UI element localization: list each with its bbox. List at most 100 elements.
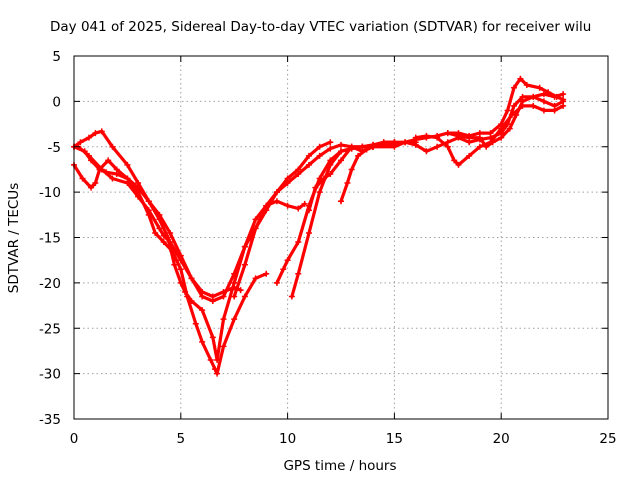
data-point bbox=[199, 293, 206, 300]
data-point bbox=[316, 152, 323, 159]
y-tick-label: -10 bbox=[39, 185, 61, 201]
data-point bbox=[519, 98, 526, 105]
data-point bbox=[273, 279, 280, 286]
data-point bbox=[305, 229, 312, 236]
data-point bbox=[109, 175, 116, 182]
data-point bbox=[295, 239, 302, 246]
data-point bbox=[252, 275, 259, 282]
data-point bbox=[305, 207, 312, 214]
y-axis-label: SDTVAR / TECUs bbox=[6, 183, 22, 293]
data-point bbox=[252, 225, 259, 232]
data-point bbox=[85, 134, 92, 141]
data-point bbox=[348, 166, 355, 173]
data-point bbox=[199, 338, 206, 345]
data-point bbox=[273, 198, 280, 205]
y-tick-label: -15 bbox=[39, 231, 61, 247]
data-point bbox=[156, 216, 163, 223]
y-tick-label: -25 bbox=[39, 321, 61, 337]
data-point bbox=[305, 152, 312, 159]
data-point bbox=[220, 343, 227, 350]
data-point bbox=[167, 229, 174, 236]
data-point bbox=[124, 161, 131, 168]
data-point bbox=[338, 157, 344, 164]
data-point bbox=[511, 102, 518, 109]
data-point bbox=[423, 132, 430, 139]
series-track-4 bbox=[75, 139, 334, 305]
data-point bbox=[263, 202, 270, 209]
data-point bbox=[156, 225, 163, 232]
series-line-track-6 bbox=[275, 145, 364, 285]
data-point bbox=[237, 287, 244, 294]
data-point bbox=[211, 366, 218, 373]
data-point bbox=[370, 143, 377, 150]
data-point bbox=[560, 91, 567, 98]
data-point bbox=[455, 132, 462, 139]
data-point bbox=[455, 161, 462, 168]
data-point bbox=[316, 143, 323, 150]
data-point bbox=[184, 293, 191, 300]
data-point bbox=[241, 243, 248, 250]
data-point bbox=[241, 293, 248, 300]
grid-lines bbox=[74, 56, 608, 419]
series-line-track-2 bbox=[72, 129, 307, 362]
data-point bbox=[177, 266, 184, 273]
axis-ticks: 0 5 10 15 20 25 5 0 -5 -10 -15 -20 -25 -30 -35 bbox=[39, 49, 617, 447]
data-point bbox=[466, 134, 473, 141]
data-point bbox=[402, 139, 409, 146]
data-point bbox=[220, 293, 227, 300]
data-point bbox=[412, 134, 419, 141]
data-point bbox=[434, 134, 441, 141]
data-point bbox=[77, 139, 84, 146]
data-point bbox=[207, 357, 214, 364]
chart-title: Day 041 of 2025, Sidereal Day-to-day VTE… bbox=[50, 19, 591, 35]
data-point bbox=[92, 180, 99, 187]
data-point bbox=[536, 84, 543, 91]
data-point bbox=[231, 279, 238, 286]
data-point bbox=[513, 111, 520, 118]
data-point bbox=[476, 143, 483, 150]
data-point bbox=[338, 141, 344, 148]
data-point bbox=[380, 139, 387, 146]
data-point bbox=[145, 198, 152, 205]
data-point bbox=[135, 180, 142, 187]
y-tick-label: -20 bbox=[39, 276, 61, 292]
data-point bbox=[160, 232, 167, 239]
data-point bbox=[560, 102, 567, 109]
data-point bbox=[88, 184, 95, 191]
data-point bbox=[434, 143, 441, 150]
data-point bbox=[530, 102, 537, 109]
data-point bbox=[523, 82, 530, 89]
data-point bbox=[135, 193, 142, 200]
data-point bbox=[288, 293, 295, 300]
x-tick-label: 0 bbox=[70, 431, 79, 447]
data-series bbox=[71, 75, 567, 377]
data-point bbox=[295, 205, 302, 212]
data-point bbox=[423, 148, 430, 155]
data-point bbox=[273, 189, 280, 196]
data-point bbox=[295, 270, 302, 277]
data-point bbox=[517, 75, 524, 82]
data-point bbox=[338, 148, 344, 155]
data-point bbox=[295, 170, 302, 177]
data-point bbox=[498, 134, 505, 141]
y-tick-label: 5 bbox=[52, 49, 61, 65]
data-point bbox=[214, 370, 221, 377]
data-point bbox=[489, 139, 496, 146]
y-tick-label: -30 bbox=[39, 367, 61, 383]
series-track-13 bbox=[444, 91, 567, 150]
data-point bbox=[551, 93, 558, 100]
data-point bbox=[167, 239, 174, 246]
data-point bbox=[530, 93, 537, 100]
series-track-1 bbox=[71, 143, 244, 300]
data-point bbox=[466, 152, 473, 159]
data-point bbox=[327, 161, 334, 168]
data-point bbox=[209, 298, 216, 305]
data-point bbox=[327, 170, 334, 177]
y-tick-label: -5 bbox=[48, 140, 61, 156]
data-point bbox=[391, 143, 398, 150]
data-point bbox=[540, 91, 547, 98]
data-point bbox=[192, 320, 199, 327]
data-point bbox=[476, 134, 483, 141]
data-point bbox=[98, 166, 105, 173]
